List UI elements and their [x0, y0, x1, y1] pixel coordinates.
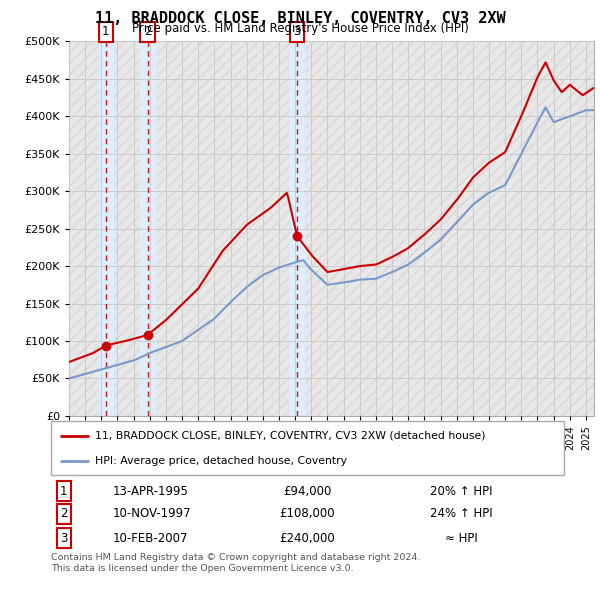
Text: £240,000: £240,000	[280, 532, 335, 545]
Bar	[140, 41, 155, 416]
Text: 1: 1	[102, 25, 110, 38]
Text: 13-APR-1995: 13-APR-1995	[113, 485, 188, 498]
Text: Price paid vs. HM Land Registry's House Price Index (HPI): Price paid vs. HM Land Registry's House …	[131, 22, 469, 35]
Text: £108,000: £108,000	[280, 507, 335, 520]
Text: 3: 3	[293, 25, 301, 38]
Bar	[98, 41, 113, 416]
Bar	[290, 41, 304, 416]
Text: 11, BRADDOCK CLOSE, BINLEY, COVENTRY, CV3 2XW (detached house): 11, BRADDOCK CLOSE, BINLEY, COVENTRY, CV…	[95, 431, 485, 441]
Text: 10-FEB-2007: 10-FEB-2007	[113, 532, 188, 545]
Text: HPI: Average price, detached house, Coventry: HPI: Average price, detached house, Cove…	[95, 456, 347, 466]
Text: 2: 2	[60, 507, 68, 520]
Text: 3: 3	[60, 532, 68, 545]
Text: 11, BRADDOCK CLOSE, BINLEY, COVENTRY, CV3 2XW: 11, BRADDOCK CLOSE, BINLEY, COVENTRY, CV…	[95, 11, 505, 25]
Text: £94,000: £94,000	[283, 485, 332, 498]
Text: 24% ↑ HPI: 24% ↑ HPI	[430, 507, 493, 520]
Text: 2: 2	[144, 25, 151, 38]
Text: This data is licensed under the Open Government Licence v3.0.: This data is licensed under the Open Gov…	[51, 564, 353, 573]
Text: 20% ↑ HPI: 20% ↑ HPI	[430, 485, 493, 498]
Text: ≈ HPI: ≈ HPI	[445, 532, 478, 545]
Text: Contains HM Land Registry data © Crown copyright and database right 2024.: Contains HM Land Registry data © Crown c…	[51, 553, 421, 562]
Text: 10-NOV-1997: 10-NOV-1997	[113, 507, 191, 520]
Text: 1: 1	[60, 485, 68, 498]
